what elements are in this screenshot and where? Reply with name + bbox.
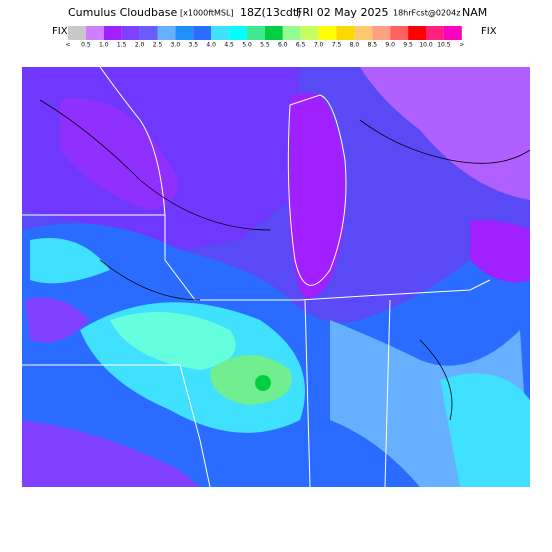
legend-swatch [103, 26, 122, 40]
legend-tick-label: 2.5 [153, 42, 163, 49]
legend-tick-label: 3.5 [189, 42, 199, 49]
legend-tick-label: 7.0 [314, 42, 324, 49]
legend-swatch [426, 26, 444, 40]
legend-swatch [264, 26, 283, 40]
legend-tick-label: 4.5 [224, 42, 234, 49]
legend-tick-label: 5.0 [242, 42, 252, 49]
legend-tick-label: 8.0 [350, 42, 360, 49]
legend-swatch [157, 26, 176, 40]
title-valid: 18Z(13cdt) [240, 6, 301, 19]
legend-tick-label: 5.5 [260, 42, 270, 49]
legend-swatch [68, 26, 86, 40]
legend-swatch [229, 26, 247, 40]
legend-tick-label: > [459, 42, 464, 49]
title-model: NAM [462, 6, 487, 19]
legend-swatch [354, 26, 373, 40]
legend-swatch [85, 26, 104, 40]
legend-tick-label: 9.0 [385, 42, 395, 49]
legend-tick-label: 8.5 [368, 42, 378, 49]
map-field [22, 67, 530, 487]
legend-tick-label: < [65, 42, 70, 49]
legend-tick-label: 1.5 [117, 42, 127, 49]
legend-swatch [443, 26, 462, 40]
color-legend: <0.5 1.0 1.5 2.0 2.5 3.0 3.5 4.0 4.5 5.0 5.5 6.0 6.5… [65, 26, 464, 49]
legend-swatch [300, 26, 319, 40]
title-product: Cumulus Cloudbase [68, 6, 177, 19]
legend-swatch [139, 26, 158, 40]
legend-swatch [372, 26, 391, 40]
legend-swatch [175, 26, 194, 40]
legend-tick-label: 10.5 [437, 42, 451, 49]
title-forecast: 18hrFcst@0204z [393, 9, 460, 18]
legend-swatch [318, 26, 337, 40]
legend-tick-label: 4.0 [206, 42, 216, 49]
legend-tick-label: 1.0 [99, 42, 109, 49]
legend-tick-label: 10.0 [419, 42, 433, 49]
legend-swatch [121, 26, 140, 40]
legend-tick-label: 0.5 [81, 42, 91, 49]
title-date: FRI 02 May 2025 [296, 6, 388, 19]
legend-right-label: FIX [481, 26, 497, 37]
legend-swatch [336, 26, 355, 40]
legend-swatch [193, 26, 212, 40]
legend-swatch [282, 26, 301, 40]
legend-tick-label: 7.5 [332, 42, 342, 49]
legend-swatch [211, 26, 230, 40]
legend-tick-label: 3.0 [171, 42, 181, 49]
legend-swatch [390, 26, 409, 40]
legend-tick-label: 6.5 [296, 42, 306, 49]
legend-tick-label: 9.5 [403, 42, 413, 49]
title-units: [x1000ftMSL] [180, 9, 234, 18]
legend-tick-label: 2.0 [135, 42, 145, 49]
legend-swatch [247, 26, 265, 40]
legend-tick-label: 6.0 [278, 42, 288, 49]
legend-left-label: FIX [52, 26, 68, 37]
legend-swatch [408, 26, 426, 40]
